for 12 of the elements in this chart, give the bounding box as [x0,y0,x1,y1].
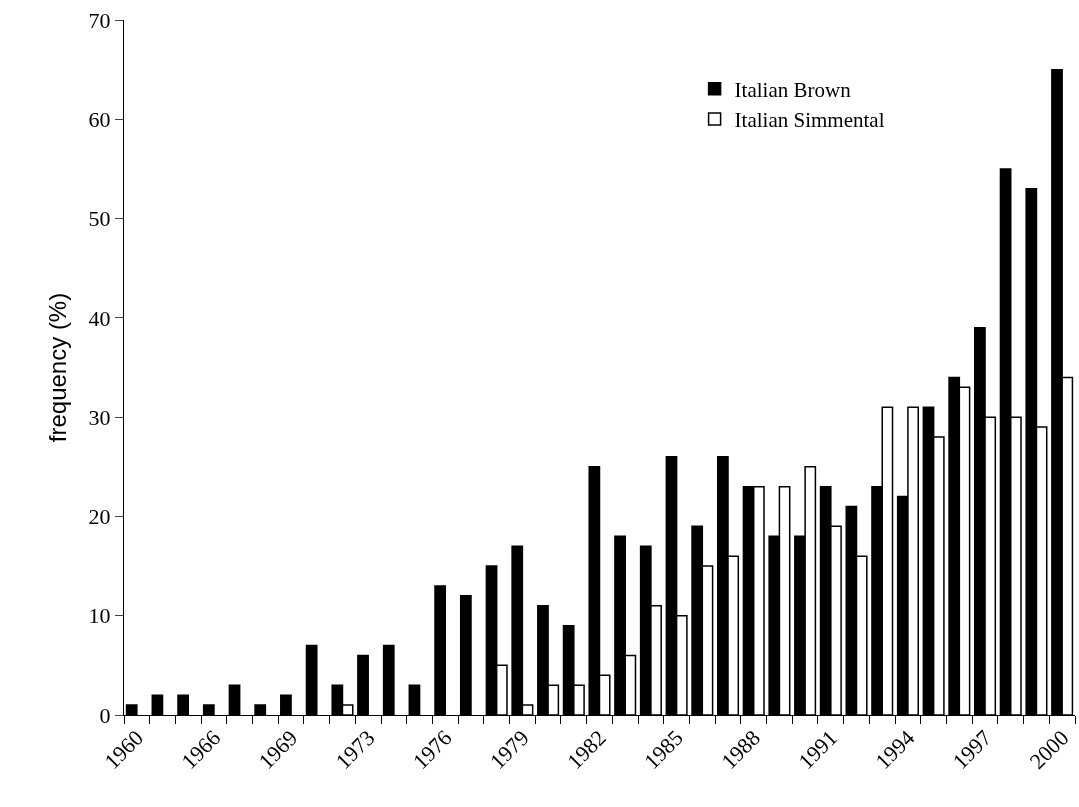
x-tick-label: 1991 [793,725,843,774]
y-tick-label: 0 [99,702,111,728]
y-tick-label: 50 [88,206,111,232]
y-tick-label: 30 [88,404,111,430]
y-tick-label: 70 [88,7,111,33]
y-tick-label: 60 [88,106,111,132]
y-axis-title: frequency (%) [43,292,71,443]
y-tick-label: 20 [88,504,111,530]
legend-label: Italian Simmental [734,108,885,133]
legend-label: Italian Brown [734,77,852,102]
y-tick-label: 10 [88,603,111,629]
y-tick-label: 40 [88,305,111,331]
